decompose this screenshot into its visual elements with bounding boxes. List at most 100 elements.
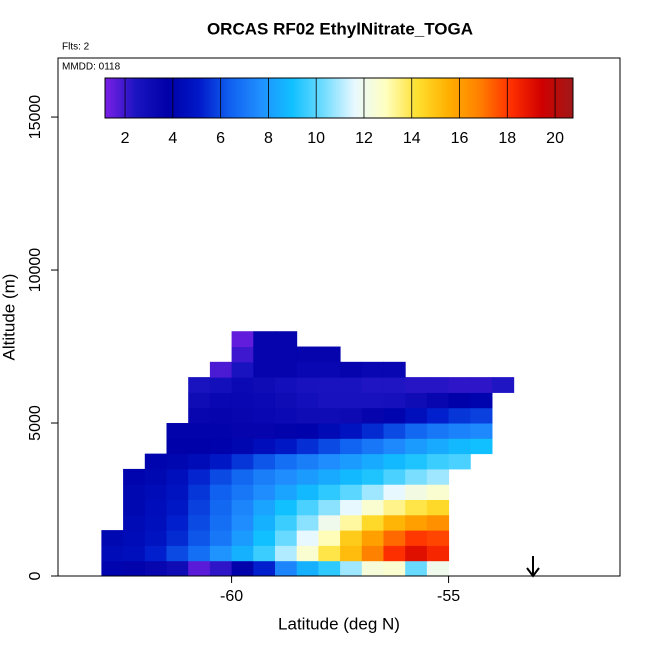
- y-tick-label: 15000: [27, 95, 44, 140]
- heatmap-cell: [188, 468, 211, 485]
- heatmap-cell: [383, 423, 406, 439]
- heatmap-cell: [231, 514, 254, 531]
- x-tick-label: -55: [437, 588, 460, 605]
- heatmap-cell: [405, 560, 428, 577]
- heatmap-cell: [296, 438, 319, 455]
- heatmap-cell: [426, 453, 450, 470]
- heatmap-cell: [426, 423, 450, 439]
- heatmap-cell: [448, 407, 471, 424]
- heatmap-cell: [296, 560, 319, 577]
- heatmap-cell: [426, 560, 450, 577]
- heatmap-cell: [274, 530, 298, 546]
- heatmap-cell: [296, 423, 319, 439]
- heatmap-cell: [144, 514, 167, 531]
- heatmap-cell: [383, 407, 406, 424]
- heatmap-cells: [101, 331, 515, 577]
- heatmap-cell: [274, 361, 298, 378]
- heatmap-cell: [231, 438, 254, 455]
- heatmap-cell: [209, 377, 233, 393]
- heatmap-cell: [318, 423, 341, 439]
- heatmap-cell: [318, 392, 341, 409]
- heatmap-cell: [253, 392, 276, 409]
- colorbar-tick-label: 4: [168, 130, 177, 147]
- colorbar-tick-label: 20: [546, 130, 564, 147]
- heatmap-cell: [274, 331, 298, 348]
- y-tick-label: 10000: [27, 248, 44, 293]
- heatmap-cell: [361, 530, 384, 546]
- heatmap-cell: [426, 468, 450, 485]
- heatmap-cell: [361, 468, 384, 485]
- heatmap-cell: [361, 499, 384, 516]
- heatmap-cell: [361, 560, 384, 577]
- heatmap-cell: [296, 407, 319, 424]
- heatmap-cell: [231, 499, 254, 516]
- heatmap-cell: [383, 377, 406, 393]
- heatmap-cell: [405, 423, 428, 439]
- heatmap-cell: [231, 468, 254, 485]
- heatmap-cell: [274, 484, 298, 501]
- heatmap-cell: [209, 514, 233, 531]
- heatmap-cell: [405, 545, 428, 562]
- heatmap-cell: [209, 468, 233, 485]
- heatmap-cell: [144, 468, 167, 485]
- heatmap-cell: [166, 530, 189, 546]
- heatmap-cell: [426, 392, 450, 409]
- heatmap-cell: [253, 560, 276, 577]
- heatmap-cell: [274, 514, 298, 531]
- heatmap-cell: [296, 453, 319, 470]
- heatmap-cell: [188, 407, 211, 424]
- heatmap-cell: [361, 392, 384, 409]
- heatmap-cell: [101, 545, 124, 562]
- heatmap-cell: [274, 560, 298, 577]
- heatmap-cell: [448, 377, 471, 393]
- heatmap-cell: [274, 407, 298, 424]
- arrow-head: [526, 567, 540, 578]
- heatmap-cell: [144, 499, 167, 516]
- heatmap-cell: [188, 377, 211, 393]
- x-tick-label: -60: [220, 588, 243, 605]
- heatmap-cell: [231, 407, 254, 424]
- heatmap-cell: [340, 530, 363, 546]
- heatmap-cell: [448, 392, 471, 409]
- heatmap-cell: [166, 423, 189, 439]
- heatmap-cell: [123, 530, 146, 546]
- heatmap-cell: [123, 545, 146, 562]
- heatmap-cell: [340, 484, 363, 501]
- heatmap-cell: [383, 484, 406, 501]
- heatmap-cell: [426, 545, 450, 562]
- heatmap-cell: [426, 438, 450, 455]
- heatmap-cell: [274, 377, 298, 393]
- heatmap-cell: [101, 560, 124, 577]
- heatmap-cell: [166, 438, 189, 455]
- heatmap-cell: [209, 499, 233, 516]
- heatmap-cell: [253, 499, 276, 516]
- heatmap-cell: [405, 484, 428, 501]
- heatmap-cell: [253, 484, 276, 501]
- heatmap-cell: [253, 346, 276, 363]
- heatmap-cell: [340, 423, 363, 439]
- colorbar-tick-label: 12: [355, 130, 373, 147]
- heatmap-cell: [383, 453, 406, 470]
- colorbar: [104, 77, 574, 119]
- heatmap-cell: [253, 514, 276, 531]
- heatmap-cell: [123, 468, 146, 485]
- heatmap-cell: [209, 530, 233, 546]
- heatmap-cell: [361, 484, 384, 501]
- heatmap-cell: [318, 453, 341, 470]
- heatmap-cell: [231, 484, 254, 501]
- heatmap-cell: [166, 545, 189, 562]
- heatmap-cell: [253, 377, 276, 393]
- heatmap-cell: [209, 453, 233, 470]
- heatmap-cell: [318, 484, 341, 501]
- colorbar-tick-label: 8: [264, 130, 273, 147]
- heatmap-cell: [426, 514, 450, 531]
- heatmap-cell: [340, 514, 363, 531]
- heatmap-cell: [166, 453, 189, 470]
- heatmap-cell: [188, 560, 211, 577]
- heatmap-cell: [188, 453, 211, 470]
- heatmap-cell: [340, 377, 363, 393]
- heatmap-cell: [361, 361, 384, 378]
- heatmap-cell: [231, 377, 254, 393]
- heatmap-cell: [383, 560, 406, 577]
- heatmap-cell: [318, 438, 341, 455]
